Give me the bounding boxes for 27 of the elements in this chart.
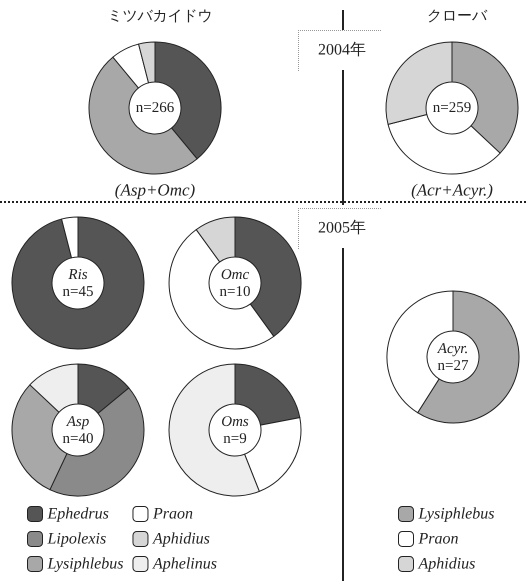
text: n=45 — [62, 284, 94, 300]
chart-title: クローバ — [427, 8, 488, 24]
text: n=40 — [62, 431, 94, 447]
text: n=266 — [136, 100, 175, 116]
legend-label: Praon — [418, 530, 458, 548]
legend-label: Aphidius — [418, 556, 476, 572]
text: n=259 — [432, 100, 472, 116]
legend-label: Lipolexis — [46, 530, 106, 548]
text: 2005年 — [318, 220, 366, 236]
slice-label: Oms — [221, 414, 249, 430]
legend-label: Aphelinus — [152, 556, 217, 572]
legend-label: Aphidius — [152, 530, 210, 548]
text: n=27 — [438, 358, 469, 374]
text: 2004年 — [318, 42, 366, 58]
text: n=10 — [220, 284, 250, 300]
slice-label: (Asp+Omc) — [114, 180, 196, 200]
slice-label: Ris — [67, 267, 88, 283]
legend-label: Praon — [152, 506, 193, 522]
legend-label: Ephedrus — [46, 506, 109, 522]
slice-label: Acyr. — [436, 341, 468, 357]
text: n=9 — [223, 431, 247, 447]
slice-label: Asp — [66, 414, 90, 430]
legend-label: Lysiphlebus — [418, 506, 494, 522]
legend-label: Lysiphlebus — [46, 556, 124, 572]
slice-label: Omc — [220, 267, 250, 283]
chart-title: ミツバカイドウ — [108, 8, 212, 24]
slice-label: (Acr+Acyr.) — [411, 180, 494, 200]
